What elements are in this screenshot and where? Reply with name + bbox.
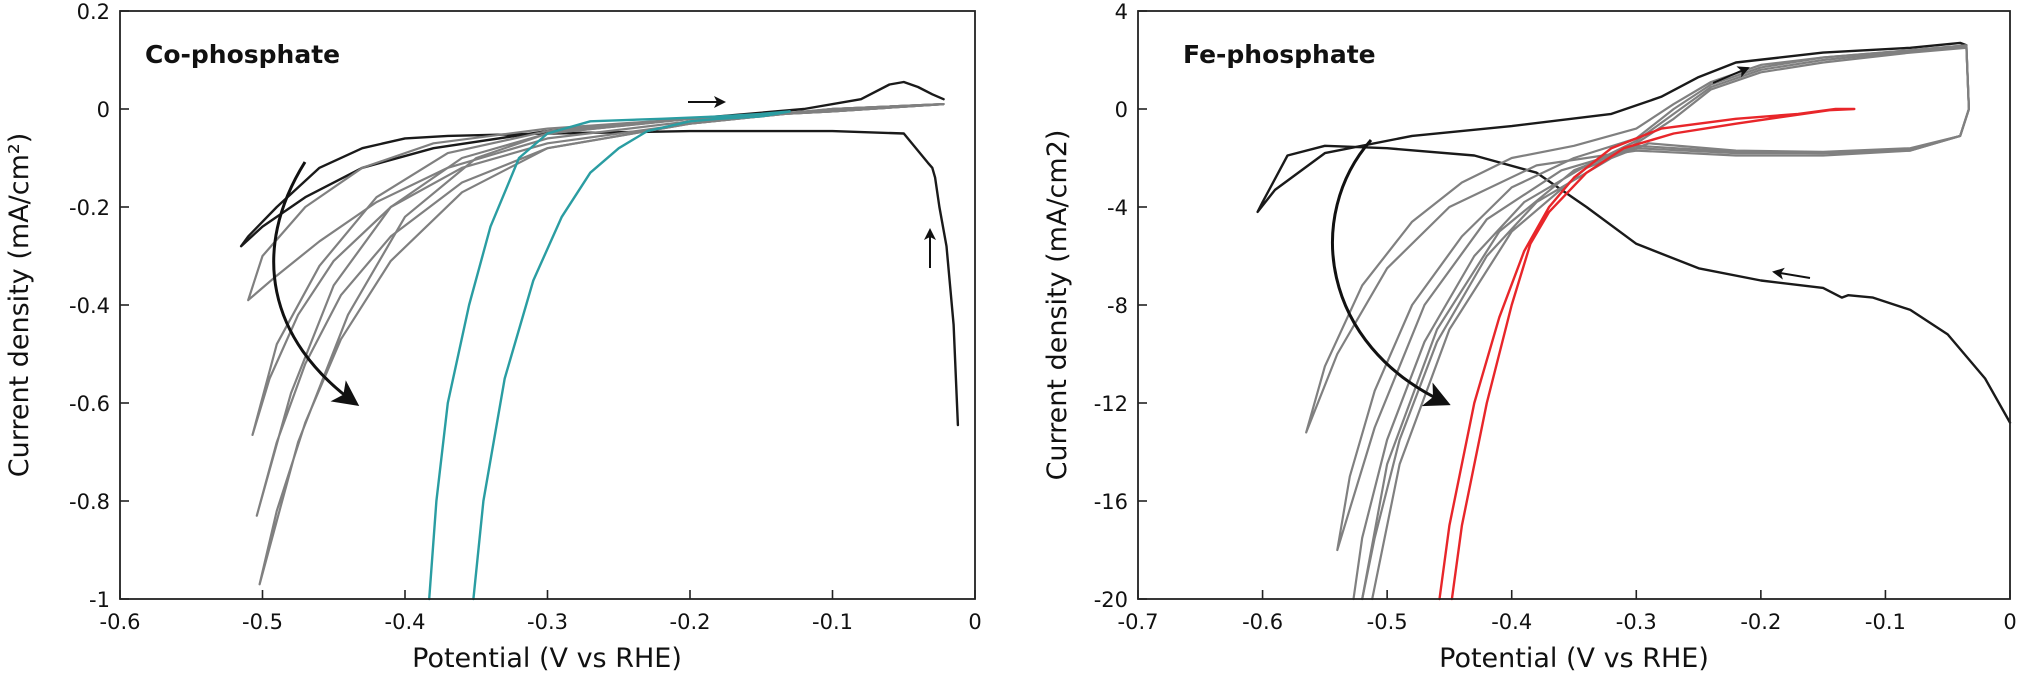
co-phosphate-first-scan-line-0 (239, 80, 960, 427)
x-tick-label: -0.3 (1616, 610, 1657, 634)
x-tick-label: -0.4 (1491, 610, 1532, 634)
x-tick-label: 0 (2003, 610, 2016, 634)
y-tick-label: -0.2 (69, 196, 110, 220)
fe-phosphate-scan-line-3 (1352, 45, 1970, 601)
x-tick-label: -0.2 (670, 610, 711, 634)
y-tick-label: -4 (1107, 196, 1128, 220)
fe-phosphate-y-axis-title: Current density (mA/cm2) (1042, 130, 1073, 481)
fe-phosphate-plot-frame (1137, 10, 2011, 600)
fe-phosphate-scan-line-4 (1361, 46, 1970, 601)
x-tick-label: -0.4 (385, 610, 426, 634)
x-tick-label: -0.1 (1865, 610, 1906, 634)
y-tick-label: -16 (1094, 490, 1128, 514)
y-tick-label: -12 (1094, 392, 1128, 416)
fe-phosphate-axes: -0.7 -0.6 -0.5 -0.4 -0.3 -0.2 -0.1 0 4 0 -4 -8 -12 -1… (1094, 0, 2017, 634)
cycling-direction-arrow (1331, 139, 1451, 407)
x-tick-label: -0.6 (1242, 610, 1283, 634)
x-tick-label: -0.3 (527, 610, 568, 634)
y-tick-label: -8 (1107, 294, 1128, 318)
co-phosphate-final-scan-line-5 (428, 110, 791, 601)
fe-phosphate-scan-line-2 (1336, 44, 1970, 552)
x-tick-label: -0.7 (1118, 610, 1159, 634)
y-tick-label: -20 (1094, 588, 1128, 612)
co-phosphate-x-axis-title: Potential (V vs RHE) (412, 643, 682, 674)
x-tick-label: -0.5 (1367, 610, 1408, 634)
x-tick-label: -0.6 (100, 610, 141, 634)
co-phosphate-series (239, 80, 960, 601)
co-phosphate-y-axis-title: Current density (mA/cm²) (4, 133, 35, 477)
y-tick-label: 0 (97, 98, 110, 122)
y-tick-label: -0.8 (69, 490, 110, 514)
co-phosphate-scan-line-1 (247, 103, 945, 302)
x-tick-label: -0.2 (1740, 610, 1781, 634)
y-tick-label: 0.2 (77, 0, 110, 24)
x-tick-label: -0.1 (812, 610, 853, 634)
fe-phosphate-x-axis-title: Potential (V vs RHE) (1439, 643, 1709, 674)
fe-phosphate-scan-line-1 (1305, 44, 1970, 434)
co-phosphate-title: Co-phosphate (145, 40, 340, 69)
fe-phosphate-first-scan-line-0 (1256, 41, 2012, 424)
x-tick-label: -0.5 (242, 610, 283, 634)
co-phosphate-plot-frame (119, 10, 976, 600)
co-phosphate-scan-line-4 (258, 103, 945, 586)
co-phosphate-panel: -0.6 -0.5 -0.4 -0.3 -0.2 -0.1 0 0.2 0 -0.2 -0.4 -0.… (4, 0, 982, 674)
co-phosphate-axes: -0.6 -0.5 -0.4 -0.3 -0.2 -0.1 0 0.2 0 -0.2 -0.4 -0.… (69, 0, 982, 634)
fe-phosphate-title: Fe-phosphate (1183, 40, 1376, 69)
co-phosphate-scan-line-2 (251, 103, 945, 436)
y-tick-label: 0 (1115, 98, 1128, 122)
fe-phosphate-panel: -0.7 -0.6 -0.5 -0.4 -0.3 -0.2 -0.1 0 4 0 -4 -8 -12 -1… (1042, 0, 2017, 674)
y-tick-label: -0.4 (69, 294, 110, 318)
x-tick-label: 0 (968, 610, 981, 634)
forward-scan-arrow (1712, 66, 1750, 84)
fe-phosphate-series (1256, 41, 2012, 601)
y-tick-label: -0.6 (69, 392, 110, 416)
cycling-direction-arrow (272, 161, 360, 407)
fe-phosphate-final-scan-line-5 (1438, 107, 1856, 601)
y-tick-label: -1 (89, 588, 110, 612)
reverse-scan-arrow (1772, 267, 1811, 280)
y-tick-label: 4 (1115, 0, 1128, 24)
